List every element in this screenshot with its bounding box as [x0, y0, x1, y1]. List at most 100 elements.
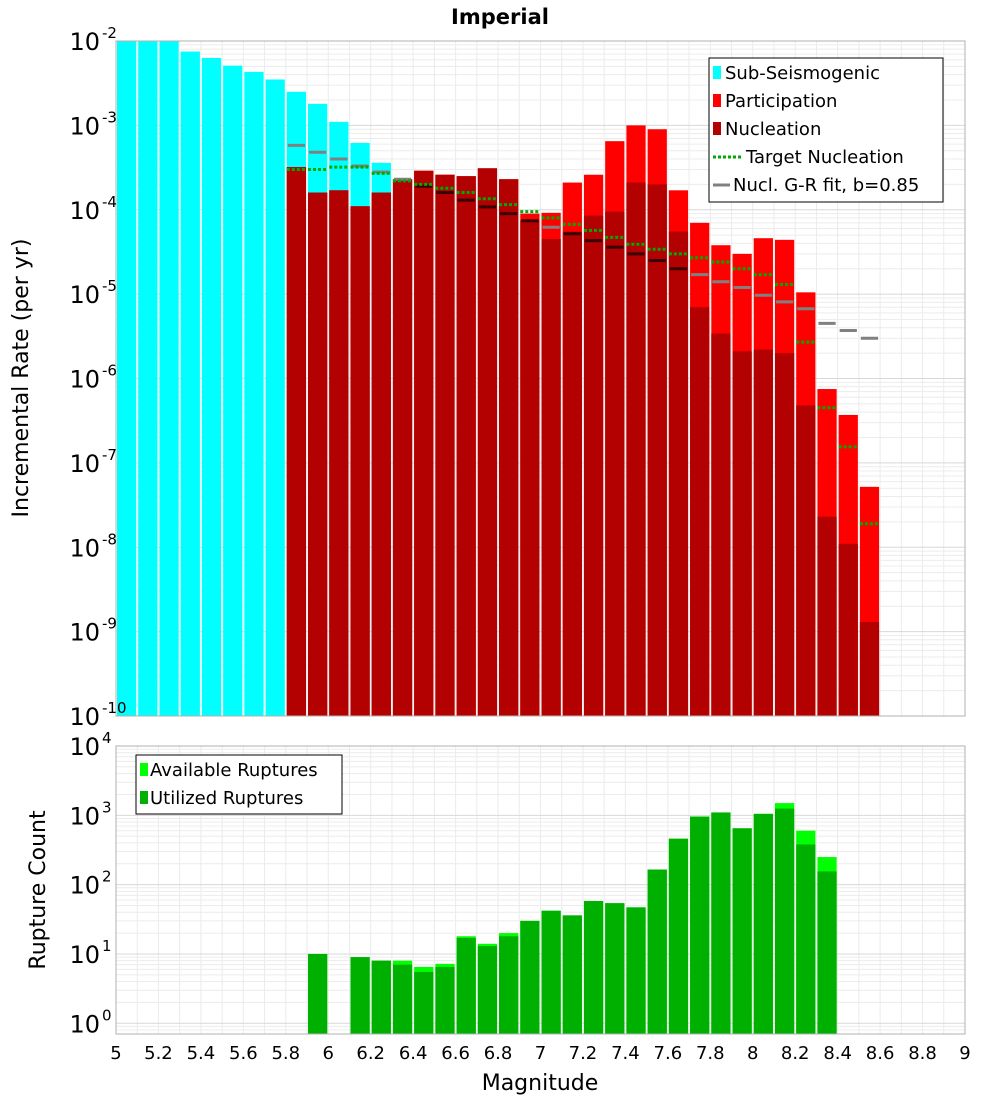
utilized-ruptures-bar — [796, 844, 816, 1034]
x-tick-label: 6.6 — [441, 1043, 470, 1064]
top-plot-frame — [115, 40, 966, 717]
utilized-ruptures-bar — [562, 915, 582, 1034]
x-tick-label: 5.8 — [271, 1043, 300, 1064]
nucleation-bar — [435, 174, 455, 716]
top-plot-line-marks — [286, 143, 880, 526]
sub-seismogenic-bar — [244, 71, 264, 717]
top-y-tick-exponent: -3 — [102, 108, 117, 126]
nucleation-bar — [286, 167, 307, 716]
top-y-tick-exponent: -8 — [102, 530, 117, 548]
nucleation-bar — [329, 190, 349, 716]
top-y-tick-exponent: -5 — [102, 277, 117, 295]
bottom-legend: Available Ruptures Utilized Ruptures — [135, 754, 343, 815]
x-axis-label: Magnitude — [482, 1071, 599, 1096]
nucleation-bar — [308, 192, 328, 717]
nucleation-bar — [499, 179, 519, 716]
utilized-ruptures-bar — [371, 960, 391, 1034]
sub-seismogenic-bar — [117, 41, 137, 716]
top-y-tick-exponent: -10 — [102, 699, 127, 717]
nucleation-bar — [690, 307, 710, 716]
legend-swatch-nucleation — [713, 122, 721, 135]
x-tick-label: 8.8 — [908, 1043, 937, 1064]
x-tick-label: 7.2 — [569, 1043, 598, 1064]
bottom-y-tick-base: 10 — [69, 733, 100, 761]
x-tick-label: 5.2 — [144, 1043, 173, 1064]
bottom-y-axis-label: Rupture Count — [26, 810, 51, 970]
sub-seismogenic-bar — [265, 79, 285, 717]
utilized-ruptures-bar — [477, 946, 498, 1034]
top-y-axis-label: Incremental Rate (per yr) — [9, 239, 34, 518]
nucleation-bar — [350, 206, 370, 716]
bottom-legend-box — [135, 754, 343, 815]
nucleation-bar — [456, 176, 476, 716]
bottom-plot-frame — [115, 745, 966, 1035]
nucleation-bar — [753, 349, 773, 716]
top-plot-bars — [117, 41, 880, 717]
top-y-tick-base: 10 — [69, 450, 100, 478]
legend-label-target-nucleation: Target Nucleation — [745, 147, 904, 168]
legend-label-participation: Participation — [725, 91, 837, 112]
top-y-tick-base: 10 — [69, 366, 100, 394]
bottom-y-tick-exponent: 4 — [102, 729, 112, 747]
top-legend-box — [708, 57, 944, 203]
nucleation-bar — [392, 179, 413, 716]
x-tick-label: 7 — [535, 1043, 546, 1064]
bottom-y-tick-exponent: 1 — [102, 937, 112, 955]
utilized-ruptures-bar — [541, 910, 561, 1034]
bottom-y-tick-exponent: 3 — [102, 798, 112, 816]
x-tick-label: 6.2 — [356, 1043, 385, 1064]
utilized-ruptures-bar — [605, 903, 625, 1034]
x-tick-label: 8.2 — [781, 1043, 810, 1064]
chart-title: Imperial — [451, 5, 549, 29]
utilized-ruptures-bar — [435, 966, 455, 1034]
legend-label-available-ruptures: Available Ruptures — [150, 760, 318, 781]
utilized-ruptures-bar — [732, 828, 752, 1034]
utilized-ruptures-bar — [817, 871, 837, 1034]
x-tick-label: 8.4 — [823, 1043, 852, 1064]
top-y-tick-exponent: -4 — [102, 193, 117, 211]
nucleation-bar — [583, 215, 604, 717]
nucleation-bar — [859, 622, 880, 716]
top-y-tick-base: 10 — [69, 281, 100, 309]
top-y-tick-base: 10 — [69, 703, 100, 731]
utilized-ruptures-bar — [668, 838, 689, 1034]
bottom-y-tick-exponent: 2 — [102, 868, 112, 886]
nucleation-bar — [626, 182, 646, 716]
nucleation-bar — [414, 170, 434, 716]
utilized-ruptures-bar — [690, 816, 710, 1034]
utilized-ruptures-bar — [308, 953, 328, 1034]
top-y-tick-base: 10 — [69, 197, 100, 225]
x-tick-label: 8 — [747, 1043, 758, 1064]
utilized-ruptures-bar — [711, 812, 731, 1034]
sub-seismogenic-bar — [180, 51, 200, 717]
x-tick-label: 5.6 — [229, 1043, 258, 1064]
utilized-ruptures-bar — [774, 808, 795, 1034]
x-tick-label: 8.6 — [866, 1043, 895, 1064]
top-y-tick-exponent: -2 — [102, 24, 117, 42]
utilized-ruptures-bar — [753, 813, 773, 1034]
nucleation-bar — [817, 516, 837, 716]
nucleation-bar — [647, 184, 667, 717]
nucleation-bar — [605, 211, 625, 716]
top-y-tick-exponent: -7 — [102, 446, 117, 464]
legend-label-gr-fit: Nucl. G-R fit, b=0.85 — [733, 175, 919, 196]
bottom-y-tick-base: 10 — [69, 872, 100, 900]
nucleation-bar — [562, 231, 582, 716]
legend-swatch-utilized-ruptures — [140, 791, 148, 804]
nucleation-bar — [838, 543, 858, 716]
bottom-plot-bars — [308, 803, 837, 1034]
legend-swatch-available-ruptures — [140, 763, 148, 776]
utilized-ruptures-bar — [499, 936, 519, 1034]
x-tick-label: 5 — [110, 1043, 121, 1064]
top-y-tick-exponent: -6 — [102, 362, 117, 380]
top-y-tick-base: 10 — [69, 534, 100, 562]
nucleation-bar — [520, 220, 540, 717]
nucleation-bar — [732, 351, 752, 716]
x-tick-label: 9 — [959, 1043, 970, 1064]
nucleation-bar — [796, 405, 816, 716]
nucleation-bar — [371, 192, 391, 717]
legend-label-nucleation: Nucleation — [725, 119, 821, 140]
